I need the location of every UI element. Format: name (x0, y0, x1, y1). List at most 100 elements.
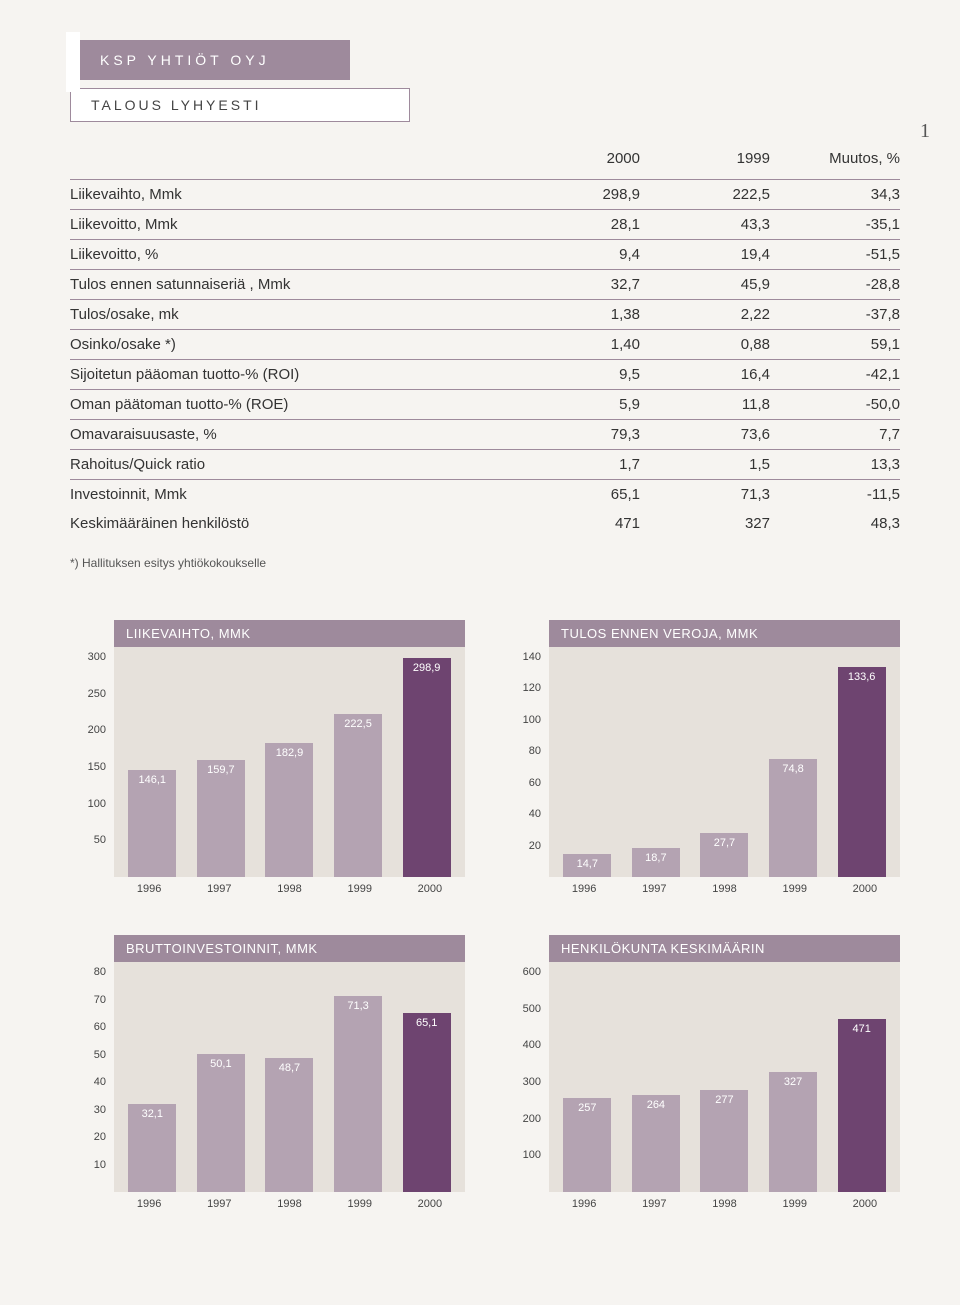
row-value: 34,3 (770, 186, 900, 203)
y-tick: 60 (505, 777, 541, 789)
row-value: 79,3 (510, 426, 640, 443)
row-value: 48,3 (770, 515, 900, 532)
bar: 65,1 (403, 1013, 451, 1192)
bar: 264 (632, 1095, 680, 1192)
x-tick: 2000 (395, 1198, 465, 1210)
chart-x-axis: 19961997199819992000 (114, 1198, 465, 1210)
chart-bars: 32,150,148,7 71,3 65,1 (114, 972, 465, 1192)
chart-bars: 257264277327471 (549, 972, 900, 1192)
y-tick: 300 (505, 1076, 541, 1088)
y-tick: 60 (70, 1021, 106, 1033)
x-tick: 2000 (395, 883, 465, 895)
row-value: 13,3 (770, 456, 900, 473)
x-tick: 1998 (689, 883, 759, 895)
y-tick: 40 (70, 1076, 106, 1088)
bar-value-label: 298,9 (413, 662, 441, 674)
chart-y-axis: 100200300400500600 (505, 962, 545, 1192)
bar-slot: 222,5 (324, 657, 393, 877)
bar-slot: 471 (827, 972, 896, 1192)
chart-title: BRUTTOINVESTOINNIT, MMK (114, 935, 465, 962)
bar-slot: 133,6 (827, 657, 896, 877)
y-tick: 120 (505, 682, 541, 694)
row-value: 65,1 (510, 486, 640, 503)
chart: TULOS ENNEN VEROJA, MMK20406080100120140… (505, 620, 900, 895)
chart-title: TULOS ENNEN VEROJA, MMK (549, 620, 900, 647)
row-value: 45,9 (640, 276, 770, 293)
row-label: Liikevoitto, Mmk (70, 216, 510, 233)
y-tick: 600 (505, 966, 541, 978)
row-value: 1,38 (510, 306, 640, 323)
bar-slot: 182,9 (255, 657, 324, 877)
bar: 277 (700, 1090, 748, 1192)
bar: 71,3 (334, 996, 382, 1192)
chart-bars: 146,1 159,7182,9 222,5 298,9 (114, 657, 465, 877)
chart-plot: 14,718,727,774,8133,6 (549, 647, 900, 877)
row-value: 43,3 (640, 216, 770, 233)
row-value: 298,9 (510, 186, 640, 203)
y-tick: 70 (70, 994, 106, 1006)
bar-slot: 32,1 (118, 972, 187, 1192)
bar-value-label: 74,8 (782, 763, 803, 775)
bar-value-label: 71,3 (347, 1000, 368, 1012)
col-header-2000: 2000 (510, 150, 640, 167)
row-value: 5,9 (510, 396, 640, 413)
financial-table: 2000 1999 Muutos, % Liikevaihto, Mmk298,… (70, 150, 900, 538)
bar-slot: 71,3 (324, 972, 393, 1192)
bar-value-label: 146,1 (139, 774, 167, 786)
chart-plot: 32,150,148,7 71,3 65,1 (114, 962, 465, 1192)
y-tick: 300 (70, 651, 106, 663)
bar-slot: 298,9 (392, 657, 461, 877)
row-value: 11,8 (640, 396, 770, 413)
chart-y-axis: 20406080100120140 (505, 647, 545, 877)
table-row: Sijoitetun pääoman tuotto-% (ROI)9,516,4… (70, 359, 900, 389)
bar-value-label: 65,1 (416, 1017, 437, 1029)
bar-slot: 146,1 (118, 657, 187, 877)
y-tick: 200 (505, 1113, 541, 1125)
y-tick: 100 (70, 798, 106, 810)
table-row: Rahoitus/Quick ratio1,71,513,3 (70, 449, 900, 479)
chart-bars: 14,718,727,774,8133,6 (549, 657, 900, 877)
x-tick: 1999 (760, 1198, 830, 1210)
chart-plot: 146,1 159,7182,9 222,5 298,9 (114, 647, 465, 877)
y-tick: 250 (70, 688, 106, 700)
x-tick: 1998 (254, 1198, 324, 1210)
bar-value-label: 222,5 (344, 718, 372, 730)
y-tick: 20 (70, 1131, 106, 1143)
row-value: 1,5 (640, 456, 770, 473)
row-value: -51,5 (770, 246, 900, 263)
row-value: 1,40 (510, 336, 640, 353)
page-number: 1 (920, 120, 930, 143)
bar-value-label: 277 (715, 1094, 733, 1106)
bar-slot: 50,1 (187, 972, 256, 1192)
bar: 257 (563, 1098, 611, 1192)
table-row: Tulos ennen satunnaiseriä , Mmk32,745,9-… (70, 269, 900, 299)
bar-value-label: 264 (647, 1099, 665, 1111)
row-label: Rahoitus/Quick ratio (70, 456, 510, 473)
x-tick: 1996 (114, 1198, 184, 1210)
bar: 159,7 (197, 760, 245, 877)
row-value: 59,1 (770, 336, 900, 353)
row-label: Investoinnit, Mmk (70, 486, 510, 503)
y-tick: 80 (505, 745, 541, 757)
bar-slot: 18,7 (622, 657, 691, 877)
y-tick: 200 (70, 724, 106, 736)
charts-grid: LIIKEVAIHTO, MMK50100150200250300146,115… (70, 620, 900, 1210)
row-value: 19,4 (640, 246, 770, 263)
x-tick: 1996 (549, 1198, 619, 1210)
y-tick: 100 (505, 1149, 541, 1161)
y-tick: 80 (70, 966, 106, 978)
y-tick: 500 (505, 1003, 541, 1015)
col-header-1999: 1999 (640, 150, 770, 167)
y-tick: 10 (70, 1159, 106, 1171)
table-row: Omavaraisuusaste, %79,373,67,7 (70, 419, 900, 449)
row-value: -11,5 (770, 486, 900, 503)
bar-slot: 14,7 (553, 657, 622, 877)
row-value: 28,1 (510, 216, 640, 233)
row-value: 222,5 (640, 186, 770, 203)
bar-slot: 65,1 (392, 972, 461, 1192)
bar-value-label: 14,7 (577, 858, 598, 870)
x-tick: 2000 (830, 883, 900, 895)
chart: LIIKEVAIHTO, MMK50100150200250300146,115… (70, 620, 465, 895)
bar-value-label: 471 (852, 1023, 870, 1035)
bar: 48,7 (265, 1058, 313, 1192)
